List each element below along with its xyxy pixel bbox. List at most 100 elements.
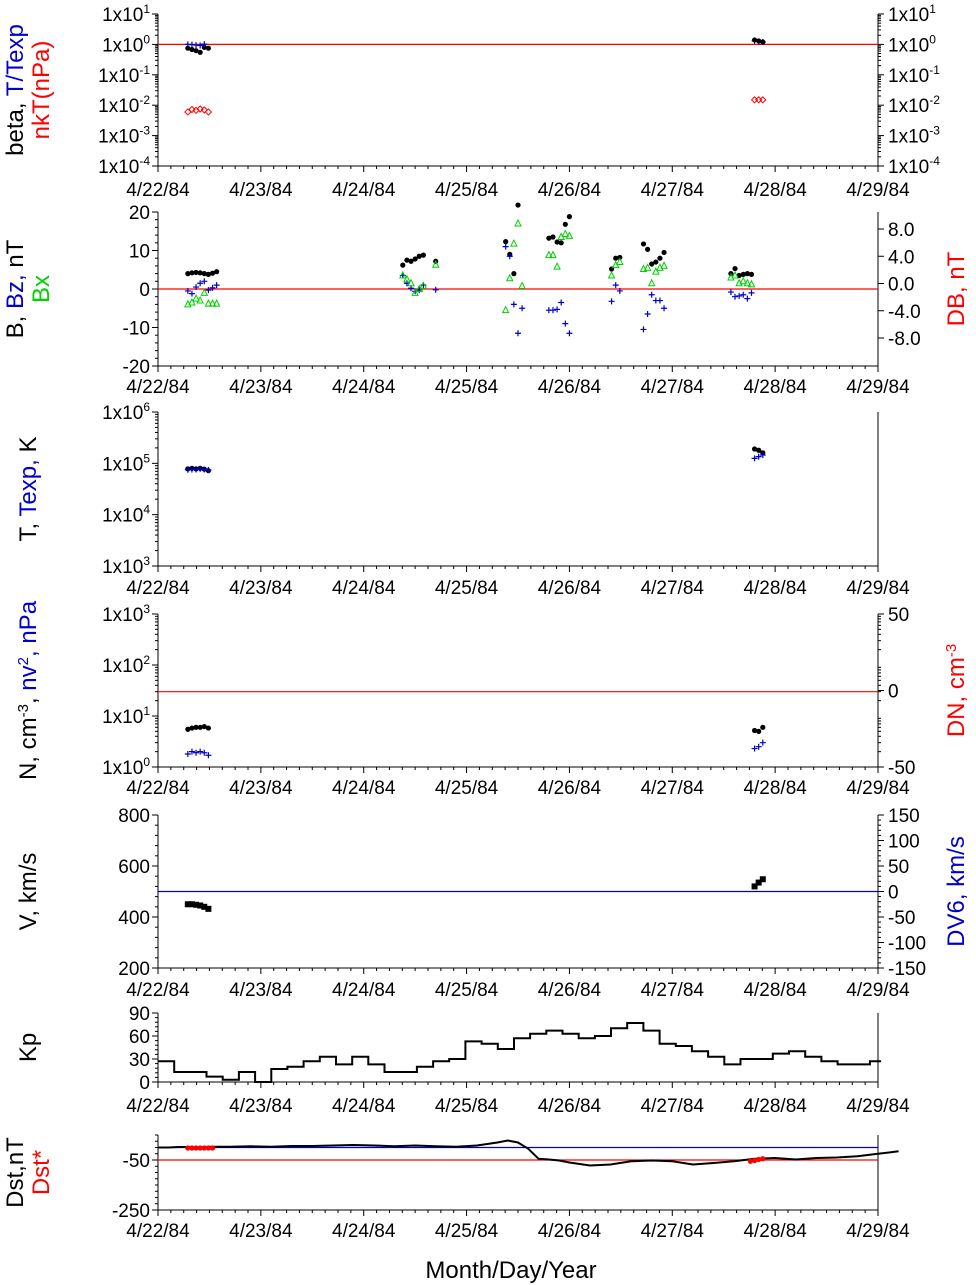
y-axis-label-right-line: DV6, km/s: [943, 836, 970, 947]
data-point: [732, 293, 739, 300]
data-point: [617, 254, 623, 261]
panel-kp: 4/22/84 4/23/84 4/24/84 4/25/84 4/26/84 4/27/…: [15, 1004, 910, 1117]
x-tick-label: 4/22/84: [126, 1096, 190, 1117]
data-point: [188, 901, 195, 908]
y-tick-label-right: 100: [888, 832, 920, 853]
y-axis-label: Kp: [15, 1033, 42, 1062]
y-tick-label: 10: [129, 242, 150, 263]
data-point: [201, 41, 208, 48]
data-point: [197, 748, 204, 755]
data-point: [197, 42, 204, 49]
x-tick-label: 4/27/84: [641, 1221, 705, 1242]
data-point: [212, 299, 221, 307]
data-point: [759, 876, 766, 883]
data-point: [756, 447, 762, 453]
data-point: [205, 45, 211, 51]
data-point: [201, 723, 207, 730]
panel-velocity: 4/22/84 4/23/84 4/24/84 4/25/84 4/26/84 4/27/…: [15, 806, 970, 1001]
data-point: [640, 241, 647, 247]
data-point: [411, 288, 419, 296]
x-tick-label: 4/28/84: [743, 377, 807, 398]
y-tick-label: 1x100: [102, 755, 150, 779]
data-point: [550, 234, 556, 240]
data-point: [554, 306, 561, 313]
y-axis-label-line: V, km/s: [15, 853, 42, 931]
data-point: [608, 298, 615, 305]
y-axis-label: Dst,nT Dst*: [2, 1137, 55, 1208]
y-tick-label-right: -8.0: [888, 329, 921, 350]
data-point: [188, 105, 196, 114]
data-point: [208, 299, 217, 307]
data-point: [648, 291, 655, 298]
x-tick-label: 4/26/84: [538, 180, 602, 201]
data-point: [561, 229, 570, 237]
y-axis-label-right: DB, nT: [943, 251, 970, 326]
x-tick-label: 4/26/84: [538, 1096, 602, 1117]
data-point: [209, 270, 216, 276]
data-point: [201, 1145, 207, 1151]
y-tick-label: -20: [123, 357, 150, 378]
y-tick-label: 1x104: [102, 503, 150, 527]
data-point: [197, 280, 204, 287]
y-tick-label: -50: [123, 1151, 150, 1172]
data-point: [197, 724, 203, 730]
data-point: [549, 307, 556, 314]
y-tick-label-right: 1x10-4: [888, 154, 940, 178]
data-point: [751, 745, 758, 752]
x-tick-label: 4/22/84: [126, 578, 190, 599]
data-point: [750, 96, 759, 104]
x-tick-label: 4/26/84: [538, 980, 602, 1001]
y-axis-label-line: N, cm-3, nv2, nPa: [15, 600, 43, 780]
data-point: [197, 902, 204, 909]
data-point: [519, 305, 526, 312]
data-point: [740, 291, 747, 298]
data-point: [656, 297, 663, 304]
x-tick-label: 4/24/84: [332, 778, 396, 799]
data-point: [204, 299, 213, 307]
data-point: [188, 748, 195, 755]
y-tick-label-right: 0: [888, 682, 899, 703]
y-tick-label: 400: [118, 908, 150, 929]
data-point: [743, 278, 752, 287]
data-point: [184, 750, 191, 757]
data-point: [184, 901, 191, 908]
x-axis-title: Month/Day/Year: [425, 1257, 596, 1284]
x-tick-label: 4/24/84: [332, 377, 396, 398]
y-tick-label-right: 1x101: [888, 2, 936, 26]
y-axis-label: beta, T/Texp nkT(nPa): [2, 24, 55, 156]
y-tick-label: 90: [129, 1004, 150, 1025]
data-point: [185, 1145, 191, 1151]
x-tick-label: 4/28/84: [743, 1096, 807, 1117]
data-point: [612, 282, 619, 289]
y-axis-label-right-line: DB, nT: [943, 251, 970, 326]
data-point: [748, 271, 755, 277]
data-point: [755, 743, 762, 750]
x-tick-label: 4/23/84: [229, 778, 293, 799]
panel-beta: 4/22/84 4/23/84 4/24/84 4/25/84 4/26/84 4/27/…: [2, 2, 940, 201]
data-point: [503, 239, 509, 245]
data-point: [204, 108, 213, 116]
data-point: [197, 270, 203, 276]
y-axis-label: T, Texp, K: [15, 437, 42, 542]
y-tick-label-right: -4.0: [888, 302, 921, 323]
data-point: [213, 282, 220, 289]
data-point: [647, 278, 656, 287]
data-point: [736, 292, 743, 299]
data-point: [751, 37, 758, 43]
x-tick-label: 4/28/84: [743, 578, 807, 599]
data-point: [193, 284, 200, 291]
x-tick-label: 4/29/84: [846, 578, 910, 599]
y-tick-label: 200: [118, 959, 150, 980]
y-tick-label-right: 1x10-3: [888, 124, 940, 148]
y-tick-label: 1x103: [102, 602, 150, 626]
x-tick-label: 4/28/84: [743, 778, 807, 799]
x-tick-label: 4/24/84: [332, 180, 396, 201]
data-point: [558, 299, 565, 306]
data-point: [192, 294, 200, 302]
x-tick-label: 4/24/84: [332, 578, 396, 599]
data-point: [196, 295, 204, 304]
data-point: [616, 287, 623, 294]
data-point: [201, 271, 207, 277]
